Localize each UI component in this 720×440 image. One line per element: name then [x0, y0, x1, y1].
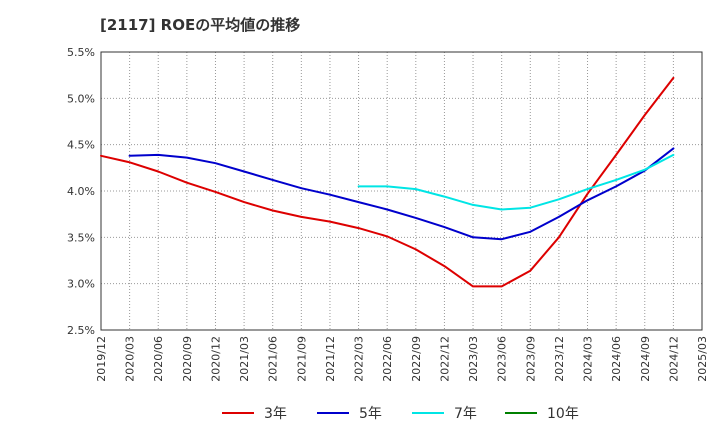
x-tick-label: 2020/06	[152, 336, 165, 382]
series-line	[357, 153, 675, 211]
y-tick-label: 4.5%	[67, 139, 95, 152]
x-tick-label: 2020/12	[209, 336, 222, 382]
x-tick-label: 2022/03	[353, 336, 366, 382]
chart-title: [2117] ROEの平均値の推移	[100, 16, 301, 34]
y-tick-label: 2.5%	[67, 324, 95, 337]
x-tick-label: 2021/03	[238, 336, 251, 382]
x-axis: 2019/12 2020/03 2020/06 2020/09 2020/12 2021/…	[95, 336, 709, 382]
y-tick-label: 3.5%	[67, 231, 95, 244]
series-lines	[100, 76, 675, 288]
x-tick-label: 2019/12	[95, 336, 108, 382]
y-tick-label: 3.0%	[67, 278, 95, 291]
x-tick-label: 2020/03	[124, 336, 137, 382]
legend-label: 5年	[359, 406, 382, 422]
x-tick-label: 2022/06	[381, 336, 394, 382]
x-tick-label: 2024/06	[610, 336, 623, 382]
x-tick-label: 2024/03	[582, 336, 595, 382]
x-tick-label: 2024/09	[639, 336, 652, 382]
x-tick-label: 2021/06	[267, 336, 280, 382]
x-tick-label: 2021/12	[324, 336, 337, 382]
x-tick-label: 2025/03	[696, 336, 709, 382]
x-tick-label: 2021/09	[295, 336, 308, 382]
legend-label: 10年	[547, 406, 579, 422]
x-tick-label: 2020/09	[181, 336, 194, 382]
x-tick-label: 2022/09	[410, 336, 423, 382]
plot-area-frame	[100, 51, 703, 331]
grid-lines	[101, 52, 702, 330]
x-tick-label: 2023/03	[467, 336, 480, 382]
y-tick-label: 4.0%	[67, 185, 95, 198]
x-tick-label: 2023/09	[524, 336, 537, 382]
x-tick-label: 2023/12	[553, 336, 566, 382]
legend-label: 7年	[454, 406, 477, 422]
series-line	[128, 147, 675, 241]
x-tick-label: 2022/12	[438, 336, 451, 382]
x-tick-label: 2023/06	[496, 336, 509, 382]
y-tick-label: 5.5%	[67, 46, 95, 59]
y-tick-label: 5.0%	[67, 92, 95, 105]
legend-label: 3年	[264, 406, 287, 422]
series-line	[100, 76, 675, 288]
x-tick-label: 2024/12	[667, 336, 680, 382]
y-axis: 2.5% 3.0% 3.5% 4.0% 4.5% 5.0% 5.5%	[67, 46, 95, 337]
legend: 3年 5年 7年 10年	[222, 406, 579, 422]
